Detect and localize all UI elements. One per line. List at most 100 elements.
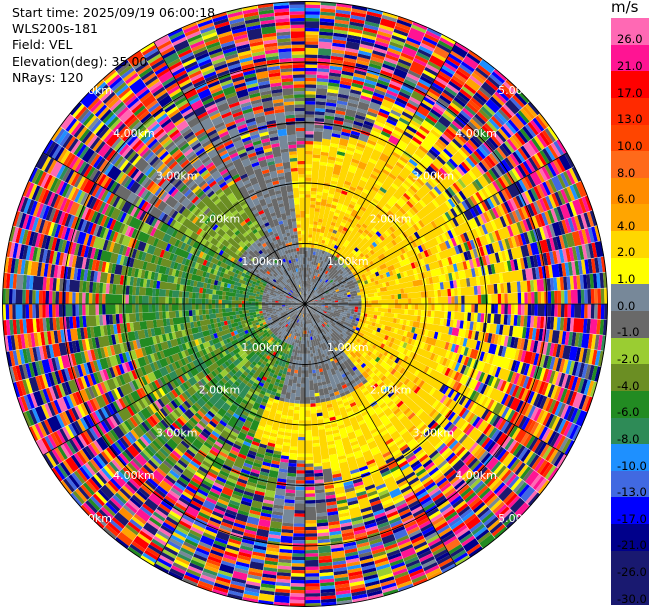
velocity-gate xyxy=(378,426,387,434)
velocity-gate xyxy=(496,506,510,519)
velocity-gate xyxy=(413,485,425,495)
velocity-gate xyxy=(483,410,493,422)
velocity-gate xyxy=(383,453,394,462)
velocity-gate xyxy=(320,145,330,153)
velocity-gate xyxy=(305,64,318,69)
velocity-gate xyxy=(454,304,459,312)
velocity-gate xyxy=(538,381,546,395)
velocity-gate xyxy=(373,46,387,54)
velocity-gate xyxy=(394,435,403,444)
velocity-gate xyxy=(431,297,435,304)
velocity-gate xyxy=(318,318,322,322)
velocity-gate xyxy=(450,228,457,238)
velocity-gate xyxy=(416,370,444,391)
velocity-gate xyxy=(385,281,390,287)
velocity-gate xyxy=(301,367,305,371)
velocity-gate xyxy=(343,239,350,248)
velocity-gate xyxy=(474,304,479,313)
velocity-gate xyxy=(333,249,340,257)
velocity-gate xyxy=(431,188,440,197)
velocity-gate xyxy=(368,272,377,279)
velocity-gate xyxy=(461,435,476,451)
velocity-gate xyxy=(305,576,320,581)
velocity-gate xyxy=(397,358,403,366)
velocity-gate xyxy=(377,185,397,209)
velocity-gate xyxy=(355,276,360,281)
velocity-gate xyxy=(515,481,528,496)
velocity-gate xyxy=(493,463,505,476)
velocity-gate xyxy=(346,146,356,153)
velocity-gate xyxy=(347,339,357,349)
velocity-gate xyxy=(429,422,439,431)
velocity-gate xyxy=(354,283,359,288)
velocity-gate xyxy=(494,503,508,517)
velocity-gate xyxy=(436,155,446,165)
velocity-gate xyxy=(469,321,474,331)
velocity-gate xyxy=(434,141,446,151)
velocity-gate xyxy=(324,307,332,310)
velocity-gate xyxy=(401,304,405,310)
velocity-gate xyxy=(438,527,452,538)
velocity-gate xyxy=(309,207,315,225)
velocity-gate xyxy=(440,289,448,297)
velocity-gate xyxy=(530,315,535,328)
velocity-gate xyxy=(447,104,460,115)
velocity-gate xyxy=(499,216,507,228)
velocity-gate xyxy=(359,206,367,212)
velocity-gate xyxy=(288,462,297,467)
velocity-gate xyxy=(465,455,476,467)
velocity-gate xyxy=(491,354,511,370)
velocity-gate xyxy=(583,318,588,334)
velocity-gate xyxy=(476,111,489,123)
velocity-gate xyxy=(431,275,440,284)
velocity-gate xyxy=(488,427,498,439)
velocity-gate xyxy=(589,210,598,227)
velocity-gate xyxy=(341,270,349,277)
velocity-gate xyxy=(503,173,513,186)
velocity-gate xyxy=(477,266,483,277)
velocity-gate xyxy=(386,89,399,98)
velocity-gate xyxy=(336,262,341,267)
velocity-gate xyxy=(340,73,354,80)
velocity-gate xyxy=(350,130,361,137)
velocity-gate xyxy=(532,254,539,268)
velocity-gate xyxy=(317,327,322,334)
velocity-gate xyxy=(318,333,325,344)
velocity-gate xyxy=(491,365,499,377)
velocity-gate xyxy=(491,71,506,84)
velocity-gate xyxy=(319,155,329,163)
velocity-gate xyxy=(363,27,378,34)
velocity-gate xyxy=(397,16,414,25)
velocity-gate xyxy=(457,91,471,103)
velocity-gate xyxy=(334,258,341,266)
velocity-gate xyxy=(305,41,319,45)
velocity-gate xyxy=(405,220,413,228)
velocity-gate xyxy=(507,292,518,304)
velocity-gate xyxy=(407,291,422,299)
velocity-gate xyxy=(488,153,499,165)
velocity-gate xyxy=(434,304,442,311)
velocity-gate xyxy=(483,103,496,116)
velocity-gate xyxy=(402,342,408,349)
velocity-gate xyxy=(400,288,405,294)
velocity-gate xyxy=(503,187,513,200)
velocity-gate xyxy=(307,284,312,295)
velocity-gate xyxy=(523,351,533,364)
velocity-gate xyxy=(517,147,529,161)
velocity-gate xyxy=(367,369,374,376)
velocity-gate xyxy=(416,177,425,187)
velocity-gate xyxy=(309,224,314,228)
velocity-gate xyxy=(485,210,494,222)
velocity-gate xyxy=(481,255,488,266)
velocity-gate xyxy=(496,163,506,176)
velocity-gate xyxy=(305,87,316,92)
velocity-gate xyxy=(335,12,351,19)
velocity-gates xyxy=(2,1,608,607)
velocity-gate xyxy=(502,381,511,394)
velocity-gate xyxy=(373,192,384,202)
velocity-gate xyxy=(306,274,309,278)
velocity-gate xyxy=(522,219,530,232)
velocity-gate xyxy=(293,526,305,531)
velocity-gate xyxy=(480,200,489,212)
velocity-gate xyxy=(436,174,455,193)
